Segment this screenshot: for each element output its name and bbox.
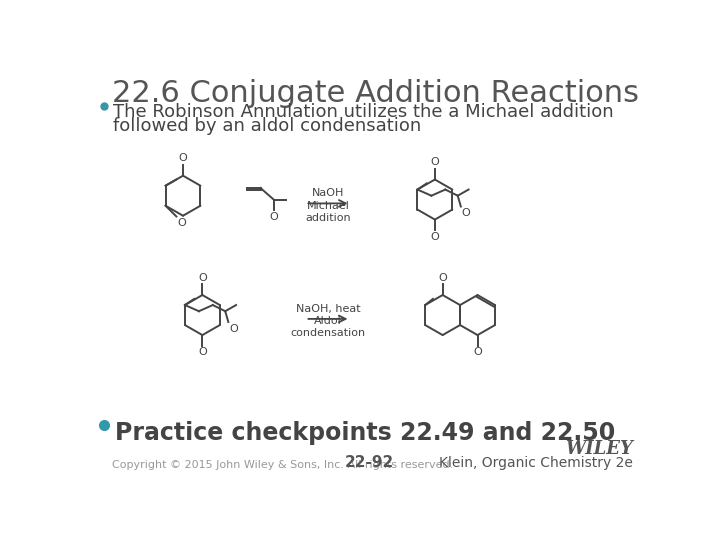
Text: WILEY: WILEY (564, 440, 632, 457)
Text: Aldol: Aldol (314, 316, 342, 326)
Text: NaOH, heat: NaOH, heat (296, 303, 360, 314)
Text: NaOH: NaOH (312, 188, 344, 198)
Text: Practice checkpoints 22.49 and 22.50: Practice checkpoints 22.49 and 22.50 (114, 421, 615, 445)
Text: O: O (198, 347, 207, 357)
Text: condensation: condensation (290, 328, 366, 338)
Text: O: O (269, 212, 278, 222)
Text: The Robinson Annulation utilizes the a Michael addition: The Robinson Annulation utilizes the a M… (113, 103, 614, 122)
Text: Michael: Michael (307, 201, 349, 211)
Text: O: O (198, 273, 207, 283)
Text: O: O (229, 323, 238, 334)
Text: O: O (431, 232, 439, 242)
Text: O: O (179, 153, 187, 164)
Text: Klein, Organic Chemistry 2e: Klein, Organic Chemistry 2e (438, 456, 632, 470)
Text: O: O (438, 273, 447, 283)
Text: followed by an aldol condensation: followed by an aldol condensation (113, 117, 421, 135)
Text: 22-92: 22-92 (344, 455, 394, 470)
Text: 22.6 Conjugate Addition Reactions: 22.6 Conjugate Addition Reactions (112, 79, 639, 107)
Text: addition: addition (305, 213, 351, 222)
Text: O: O (431, 157, 439, 167)
Text: O: O (462, 208, 470, 218)
Text: Copyright © 2015 John Wiley & Sons, Inc. All rights reserved.: Copyright © 2015 John Wiley & Sons, Inc.… (112, 460, 453, 470)
Text: O: O (177, 218, 186, 228)
Text: O: O (473, 347, 482, 357)
